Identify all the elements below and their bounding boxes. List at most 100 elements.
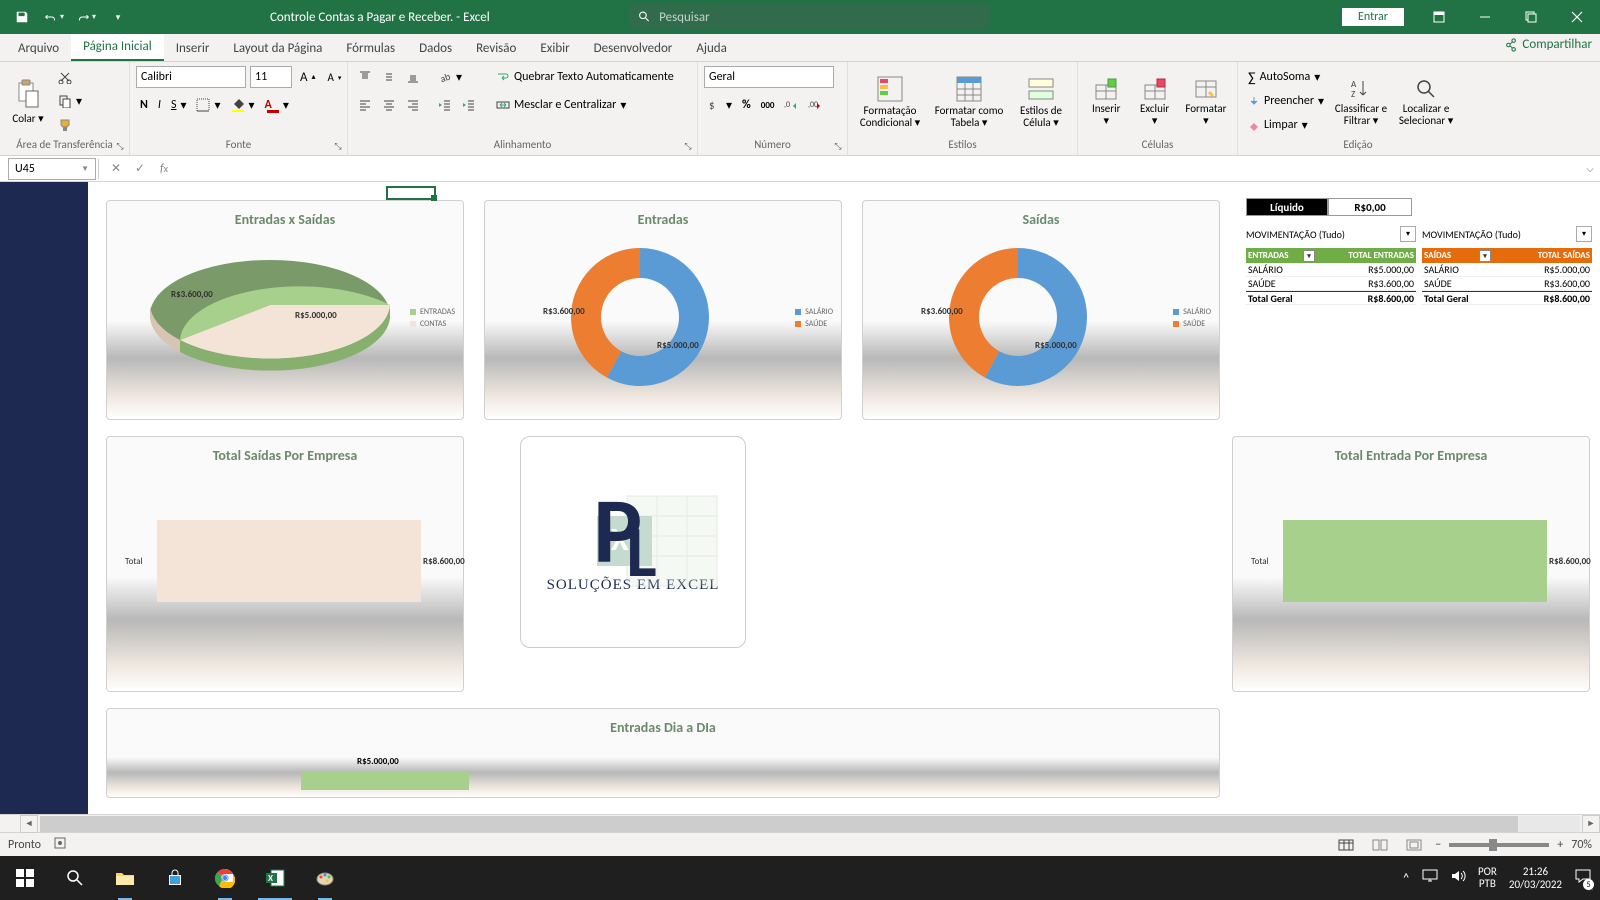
tab-dados[interactable]: Dados xyxy=(407,36,464,61)
zoom-in-button[interactable]: + xyxy=(1557,838,1563,852)
horizontal-scrollbar[interactable]: ◄ ► xyxy=(0,814,1600,832)
alignment-dialog-launcher[interactable]: ⤡ xyxy=(681,139,695,153)
comma-button[interactable]: 000 xyxy=(757,94,779,116)
conditional-formatting-button[interactable]: Formatação Condicional ▾ xyxy=(854,66,926,138)
search-taskbar-button[interactable] xyxy=(50,856,100,900)
decrease-indent-button[interactable] xyxy=(434,94,456,116)
pivot-entradas[interactable]: MOVIMENTAÇÃO (Tudo) ▾ ENTRADAS▾ TOTAL EN… xyxy=(1246,226,1416,305)
pivot-drop-button[interactable]: ▾ xyxy=(1479,250,1491,262)
italic-button[interactable]: I xyxy=(154,94,165,116)
pivot-filter-button[interactable]: ▾ xyxy=(1576,226,1592,242)
share-button[interactable]: Compartilhar xyxy=(1504,37,1592,52)
format-table-button[interactable]: Formatar como Tabela ▾ xyxy=(930,66,1008,138)
tray-language[interactable]: POR PTB xyxy=(1478,866,1497,890)
search-box[interactable] xyxy=(630,4,990,30)
border-button[interactable]: ▾ xyxy=(192,94,224,116)
align-top-button[interactable] xyxy=(354,66,376,88)
pivot-filter-button[interactable]: ▾ xyxy=(1400,226,1416,242)
align-left-button[interactable] xyxy=(354,94,376,116)
save-button[interactable] xyxy=(8,4,36,30)
zoom-out-button[interactable]: − xyxy=(1435,838,1441,852)
zoom-slider[interactable] xyxy=(1449,843,1549,847)
clear-button[interactable]: Limpar ▾ xyxy=(1244,114,1328,136)
copy-button[interactable]: ▾ xyxy=(54,90,86,112)
number-format-select[interactable] xyxy=(704,66,834,88)
font-dialog-launcher[interactable]: ⤡ xyxy=(331,139,345,153)
font-name-select[interactable] xyxy=(136,66,246,88)
undo-button[interactable]: ▾ xyxy=(40,4,68,30)
insert-cells-button[interactable]: Inserir▾ xyxy=(1084,66,1128,138)
number-dialog-launcher[interactable]: ⤡ xyxy=(831,139,845,153)
pivot-saidas[interactable]: MOVIMENTAÇÃO (Tudo) ▾ SAÍDAS▾ TOTAL SAÍD… xyxy=(1422,226,1592,305)
redo-button[interactable]: ▾ xyxy=(72,4,100,30)
increase-decimal-button[interactable]: ,0 xyxy=(780,94,802,116)
sort-filter-button[interactable]: AZClassificar e Filtrar ▾ xyxy=(1332,66,1390,138)
chart-total-saidas-empresa[interactable]: Total Saídas Por Empresa Total R$8.600,0… xyxy=(106,436,464,692)
wrap-text-button[interactable]: Quebrar Texto Automaticamente xyxy=(492,66,678,88)
chart-entradas-dia-a-dia[interactable]: Entradas Dia a DIa R$5.000,00 xyxy=(106,708,1220,798)
font-color-button[interactable]: A▾ xyxy=(261,94,293,116)
ribbon-display-button[interactable] xyxy=(1416,0,1462,34)
expand-formula-bar-button[interactable]: ⌵ xyxy=(1580,162,1600,175)
autosum-button[interactable]: ∑ AutoSoma ▾ xyxy=(1244,66,1328,88)
grow-font-button[interactable]: A▴ xyxy=(296,66,320,88)
view-pagebreak-button[interactable] xyxy=(1401,835,1427,855)
accounting-button[interactable]: $▾ xyxy=(704,94,736,116)
tab-desenvolvedor[interactable]: Desenvolvedor xyxy=(582,36,685,61)
tray-notifications-button[interactable]: 5 xyxy=(1574,868,1592,888)
qat-customize-button[interactable]: ▾ xyxy=(104,4,132,30)
merge-button[interactable]: Mesclar e Centralizar ▾ xyxy=(492,94,678,116)
bold-button[interactable]: N xyxy=(136,94,152,116)
underline-button[interactable]: S ▾ xyxy=(167,94,191,116)
search-input[interactable] xyxy=(659,10,982,25)
macro-record-icon[interactable] xyxy=(53,836,67,854)
tab-inserir[interactable]: Inserir xyxy=(164,36,222,61)
format-cells-button[interactable]: Formatar▾ xyxy=(1181,66,1231,138)
zoom-level[interactable]: 70% xyxy=(1571,838,1592,852)
cut-button[interactable] xyxy=(54,66,86,88)
chrome-taskbar-button[interactable] xyxy=(200,856,250,900)
fill-button[interactable]: Preencher ▾ xyxy=(1244,90,1328,112)
align-right-button[interactable] xyxy=(402,94,424,116)
view-normal-button[interactable] xyxy=(1333,835,1359,855)
percent-button[interactable]: % xyxy=(738,94,755,116)
pivot-drop-button[interactable]: ▾ xyxy=(1303,250,1315,262)
shrink-font-button[interactable]: A▾ xyxy=(324,66,346,88)
tray-volume-icon[interactable] xyxy=(1450,869,1466,887)
view-layout-button[interactable] xyxy=(1367,835,1393,855)
explorer-taskbar-button[interactable] xyxy=(100,856,150,900)
font-size-select[interactable] xyxy=(250,66,292,88)
scroll-thumb[interactable] xyxy=(40,816,1518,832)
align-bottom-button[interactable] xyxy=(402,66,424,88)
chart-saidas[interactable]: Saídas R$3.600,00 R$5.000,00 SALÁRIO SAÚ… xyxy=(862,200,1220,420)
enter-formula-button[interactable]: ✓ xyxy=(129,158,151,180)
paint-taskbar-button[interactable] xyxy=(300,856,350,900)
tab-revisao[interactable]: Revisão xyxy=(464,36,528,61)
chart-entradas-saidas[interactable]: Entradas x Saídas R$3.600,00 R$5.000,00 xyxy=(106,200,464,420)
tray-clock[interactable]: 21:26 20/03/2022 xyxy=(1509,865,1562,891)
start-button[interactable] xyxy=(0,856,50,900)
fx-button[interactable]: fx xyxy=(153,158,175,180)
paste-button[interactable]: Colar ▾ xyxy=(6,66,50,138)
find-select-button[interactable]: Localizar e Selecionar ▾ xyxy=(1394,66,1458,138)
align-middle-button[interactable] xyxy=(378,66,400,88)
name-box[interactable]: U45▼ xyxy=(8,158,96,180)
increase-indent-button[interactable] xyxy=(458,94,480,116)
orientation-button[interactable]: ab▾ xyxy=(434,66,466,88)
format-painter-button[interactable] xyxy=(54,114,86,136)
tab-ajuda[interactable]: Ajuda xyxy=(684,36,739,61)
cancel-formula-button[interactable]: ✕ xyxy=(105,158,127,180)
scroll-right-button[interactable]: ► xyxy=(1582,815,1600,833)
cell-styles-button[interactable]: Estilos de Célula ▾ xyxy=(1012,66,1070,138)
tab-exibir[interactable]: Exibir xyxy=(528,36,581,61)
chart-entradas[interactable]: Entradas R$3.600,00 R$5.000,00 SALÁRIO S… xyxy=(484,200,842,420)
formula-input[interactable] xyxy=(181,158,1580,180)
maximize-button[interactable] xyxy=(1508,0,1554,34)
align-center-button[interactable] xyxy=(378,94,400,116)
minimize-button[interactable] xyxy=(1462,0,1508,34)
tray-monitor-icon[interactable] xyxy=(1422,869,1438,887)
tab-formulas[interactable]: Fórmulas xyxy=(334,36,407,61)
decrease-decimal-button[interactable]: ,00 xyxy=(804,94,826,116)
scroll-left-button[interactable]: ◄ xyxy=(20,815,38,833)
tab-pagina-inicial[interactable]: Página Inicial xyxy=(71,34,164,61)
